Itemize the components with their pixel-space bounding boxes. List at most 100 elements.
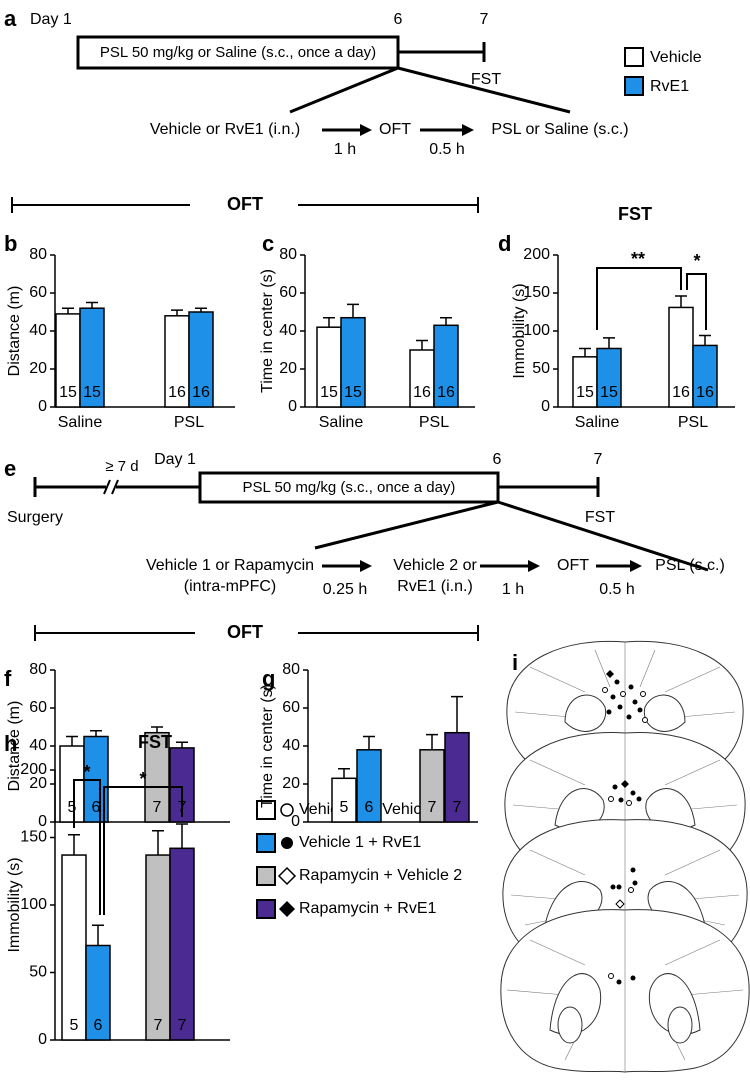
y-tick-label: 0 [291,813,300,830]
bar [692,344,718,408]
chart-title: FST [138,732,172,752]
end-label: FST [471,71,501,88]
y-tick-label: 20 [282,775,300,792]
error-bar [176,741,188,748]
legend-swatch [624,47,644,67]
y-tick-label: 40 [29,737,47,754]
y-tick-label: 80 [282,661,300,678]
y-axis-label: Immobility (s) [6,857,23,952]
legend-swatch [256,899,276,919]
y-tick-label: 50 [532,360,550,377]
bar [409,349,435,408]
step: (intra-mPFC) [184,578,276,595]
n-label: 5 [70,1017,79,1034]
n-label: 16 [192,384,210,401]
error-bar [68,834,80,856]
y-tick-label: 200 [20,761,47,778]
bar [169,847,195,1041]
error-bar [90,730,102,737]
significance-label: * [83,762,90,782]
step: Vehicle 2 or [393,557,477,574]
y-axis-label: Distance (m) [6,701,23,792]
panel-label: a [4,6,17,31]
y-tick-label: 80 [279,246,297,263]
significance-bracket [596,267,682,330]
n-label: 15 [59,384,77,401]
n-label: 16 [672,384,690,401]
significance-label: * [139,769,146,789]
legend-label: RvE1 [650,78,689,95]
y-tick-label: 20 [279,360,297,377]
error-bar [347,303,359,318]
y-tick-label: 60 [279,284,297,301]
error-bar [579,347,591,357]
n-label: 16 [168,384,186,401]
day-label: 7 [480,11,489,28]
n-label: 5 [68,799,77,816]
arrow-head [462,124,474,136]
bar [433,324,459,408]
y-tick-label: 150 [523,284,550,301]
n-label: 6 [92,799,101,816]
error-bar [323,316,335,328]
day-label: Day 1 [154,451,196,468]
step: OFT [379,121,411,138]
n-label: 7 [428,799,437,816]
panel-label: h [4,731,17,756]
y-tick-label: 80 [29,246,47,263]
n-label: 15 [576,384,594,401]
start-label: Surgery [7,509,63,526]
bar [356,749,382,823]
interval: 0.25 h [323,581,367,598]
y-tick-label: 40 [279,322,297,339]
significance-bracket [73,779,101,915]
day-label: 6 [394,11,403,28]
error-bar [603,337,615,349]
error-bar [66,735,78,746]
significance-label: * [693,251,700,271]
significance-bracket [686,273,707,330]
interval: 0.5 h [429,141,465,158]
y-tick-label: 0 [38,398,47,415]
n-label: 7 [154,1017,163,1034]
bar [419,749,445,823]
chart-title: FST [618,204,652,224]
step: RvE1 (i.n.) [397,578,473,595]
y-tick-label: 60 [29,699,47,716]
n-label: 6 [94,1017,103,1034]
y-axis-label: Immobility (s) [511,283,528,378]
y-tick-label: 50 [29,964,47,981]
y-tick-label: 20 [29,360,47,377]
y-tick-label: 40 [282,737,300,754]
interval: 1 h [334,141,356,158]
legend-label: Rapamycin + RvE1 [299,900,436,917]
y-tick-label: 80 [29,661,47,678]
y-tick-label: 150 [20,829,47,846]
n-label: 16 [437,384,455,401]
legend-swatch [256,866,276,886]
timeline-box-text: PSL 50 mg/kg (s.c., once a day) [243,479,456,496]
panel-label: b [4,231,17,256]
panel-label: e [4,456,16,481]
y-tick-label: 40 [29,322,47,339]
step: Vehicle 1 or Rapamycin [146,557,314,574]
n-label: 15 [344,384,362,401]
y-tick-label: 0 [541,398,550,415]
bar [444,731,470,823]
error-bar [92,924,104,946]
header-text: OFT [227,194,263,214]
zoom-line [289,66,399,114]
y-tick-label: 0 [38,813,47,830]
bar [79,307,105,408]
bar [145,854,171,1041]
bar [144,731,170,823]
bar [169,747,195,823]
panel-label: i [512,650,518,675]
y-tick-label: 60 [29,284,47,301]
legend-swatch [256,800,276,820]
brain-sections [500,640,750,1073]
error-bar [426,733,438,750]
legend-swatch [624,76,644,96]
x-tick-label: Saline [58,414,103,431]
